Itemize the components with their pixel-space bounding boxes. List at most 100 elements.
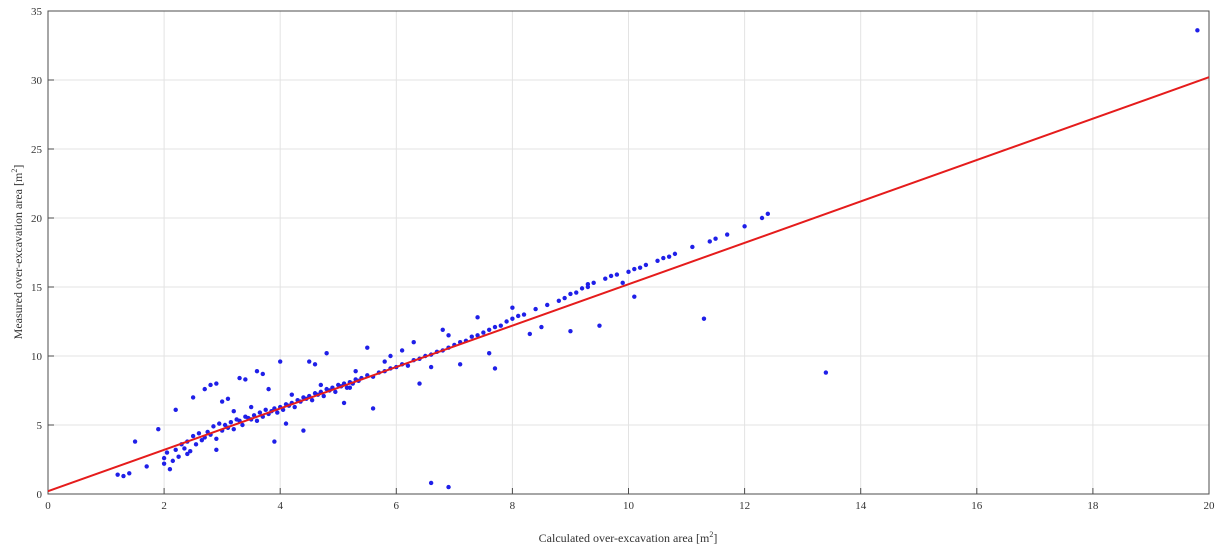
grid bbox=[47, 10, 1210, 495]
scatter-point bbox=[263, 407, 268, 413]
y-tick-label: 25 bbox=[31, 144, 43, 156]
scatter-point bbox=[292, 404, 297, 410]
scatter-point bbox=[469, 334, 474, 339]
scatter-point bbox=[243, 377, 248, 382]
scatter-point bbox=[370, 406, 376, 411]
x-tick-label: 10 bbox=[623, 500, 635, 512]
scatter-point bbox=[144, 464, 149, 469]
scatter-point bbox=[504, 319, 509, 324]
scatter-point bbox=[214, 436, 219, 441]
y-tick-label: 35 bbox=[31, 6, 43, 18]
scatter-point bbox=[475, 333, 480, 338]
scatter-point bbox=[347, 385, 353, 390]
x-tick-label: 12 bbox=[739, 500, 750, 512]
scatter-point bbox=[289, 392, 295, 397]
scatter-point bbox=[1195, 28, 1200, 33]
scatter-point bbox=[156, 426, 161, 432]
scatter-point bbox=[417, 381, 422, 386]
x-tick-label: 14 bbox=[855, 500, 867, 512]
scatter-point bbox=[254, 418, 260, 424]
scatter-point bbox=[545, 302, 550, 308]
scatter-point bbox=[690, 244, 695, 250]
scatter-point bbox=[643, 262, 649, 268]
y-tick-label: 20 bbox=[31, 213, 43, 225]
scatter-point bbox=[266, 386, 271, 392]
scatter-point bbox=[823, 370, 829, 375]
scatter-point bbox=[231, 409, 236, 414]
scatter-point bbox=[214, 447, 219, 453]
scatter-point bbox=[173, 407, 178, 413]
scatter-point bbox=[275, 410, 280, 415]
scatter-point bbox=[225, 396, 231, 401]
fit-line bbox=[47, 76, 1210, 493]
scatter-point bbox=[219, 399, 225, 404]
scatter-point bbox=[492, 324, 498, 330]
scatter-point bbox=[481, 330, 486, 335]
scatter-point bbox=[193, 442, 199, 447]
scatter-point bbox=[353, 368, 358, 374]
scatter-point bbox=[510, 305, 515, 310]
scatter-point bbox=[637, 265, 643, 270]
scatter-point bbox=[666, 254, 672, 259]
scatter-point bbox=[222, 422, 228, 428]
scatter-point bbox=[164, 450, 170, 455]
y-axis-label: Measured over-excavation area [m2] bbox=[10, 165, 25, 340]
scatter-point bbox=[202, 386, 207, 392]
scatter-point bbox=[620, 280, 625, 286]
scatter-point bbox=[527, 331, 533, 337]
scatter-point bbox=[568, 291, 573, 297]
scatter-point bbox=[539, 324, 544, 330]
scatter-point bbox=[446, 484, 451, 490]
scatter-point bbox=[428, 364, 434, 370]
scatter-point bbox=[115, 472, 120, 477]
scatter-point bbox=[614, 272, 620, 277]
scatter-point bbox=[399, 348, 405, 353]
scatter-point bbox=[591, 280, 596, 286]
scatter-point bbox=[199, 437, 205, 443]
scatter-point bbox=[486, 351, 492, 356]
x-tick-label: 20 bbox=[1204, 500, 1216, 512]
scatter-point bbox=[182, 446, 187, 451]
scatter-point bbox=[196, 431, 202, 436]
axis-ticks: 0 2 4 6 8 10 12 14 16 18 20 0 5 10 15 20 25 30 35 bbox=[31, 6, 1215, 512]
x-tick-label: 6 bbox=[394, 500, 400, 512]
scatter-point bbox=[632, 294, 637, 299]
scatter-point bbox=[188, 449, 193, 454]
scatter-point bbox=[237, 375, 242, 381]
y-tick-label: 10 bbox=[31, 351, 43, 363]
scatter-point bbox=[161, 455, 167, 461]
scatter-point bbox=[759, 215, 765, 221]
scatter-point bbox=[365, 345, 370, 350]
x-tick-label: 18 bbox=[1087, 500, 1099, 512]
scatter-point bbox=[562, 295, 567, 301]
scatter-point bbox=[161, 461, 167, 466]
x-tick-label: 0 bbox=[45, 500, 51, 512]
scatter-point bbox=[301, 428, 306, 433]
scatter-point bbox=[208, 382, 213, 388]
scatter-point bbox=[492, 366, 498, 371]
scatter-point bbox=[217, 421, 222, 426]
scatter-point bbox=[568, 328, 573, 334]
scatter-point bbox=[672, 251, 678, 257]
x-tick-label: 16 bbox=[971, 500, 983, 512]
scatter-point bbox=[170, 458, 176, 464]
scatter-point bbox=[211, 424, 216, 429]
scatter-point bbox=[521, 312, 527, 317]
scatter-point bbox=[585, 284, 591, 290]
scatter-point bbox=[228, 420, 234, 425]
scatter-point bbox=[626, 269, 631, 275]
scatter-point bbox=[428, 480, 434, 486]
scatter-point bbox=[190, 395, 196, 400]
scatter-point bbox=[309, 397, 315, 403]
scatter-point bbox=[278, 359, 283, 364]
scatter-point bbox=[440, 327, 445, 332]
scatter-point bbox=[121, 473, 126, 479]
scatter-point bbox=[127, 471, 132, 476]
scatter-point bbox=[713, 236, 718, 241]
scatter-point bbox=[411, 340, 416, 345]
scatter-point bbox=[388, 353, 393, 359]
scatter-point bbox=[214, 381, 219, 386]
x-tick-label: 8 bbox=[510, 500, 516, 512]
scatter-point bbox=[574, 290, 579, 295]
